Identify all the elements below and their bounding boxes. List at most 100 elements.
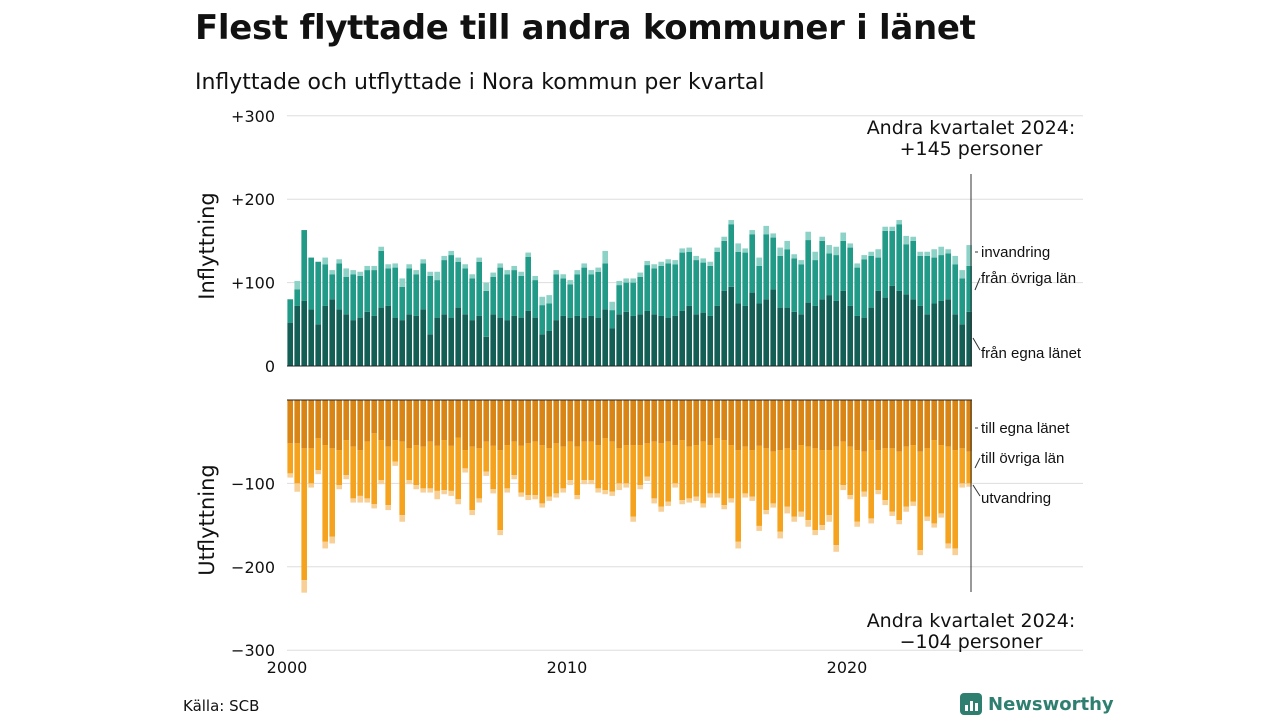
- bar-till-övriga-län: [798, 445, 804, 512]
- bar-till-egna-länet: [672, 400, 678, 446]
- bar-från-egna-länet: [924, 314, 930, 366]
- bar-till-övriga-län: [924, 448, 930, 517]
- bar-utvandring: [371, 504, 377, 509]
- bar-invandring: [532, 275, 538, 281]
- bar-till-egna-länet: [777, 400, 783, 451]
- bar-invandring: [686, 247, 692, 252]
- bar-utvandring: [945, 543, 951, 549]
- bar-invandring: [490, 272, 496, 277]
- bar-från-övriga-län: [882, 230, 888, 298]
- bar-till-övriga-län: [910, 445, 916, 502]
- bar-till-övriga-län: [714, 438, 720, 494]
- bar-från-övriga-län: [714, 251, 720, 306]
- bar-till-egna-länet: [448, 400, 454, 446]
- bar-från-egna-länet: [308, 309, 314, 366]
- bar-till-egna-länet: [630, 400, 636, 446]
- bar-till-övriga-län: [560, 446, 566, 489]
- bar-från-egna-länet: [812, 305, 818, 366]
- bar-till-egna-länet: [896, 400, 902, 452]
- bar-till-övriga-län: [770, 451, 776, 504]
- bar-till-övriga-län: [476, 448, 482, 499]
- bar-utvandring: [560, 488, 566, 493]
- bar-från-övriga-län: [420, 263, 426, 310]
- bar-till-övriga-län: [595, 445, 601, 489]
- bar-till-egna-länet: [693, 400, 699, 446]
- bar-från-övriga-län: [756, 265, 762, 304]
- bar-invandring: [322, 257, 328, 265]
- bar-invandring: [560, 274, 566, 279]
- y-tick-label: −100: [231, 474, 275, 493]
- bar-utvandring: [812, 530, 818, 536]
- bar-invandring: [378, 246, 384, 251]
- bar-till-övriga-län: [385, 446, 391, 506]
- bar-till-övriga-län: [504, 445, 510, 489]
- bar-invandring: [406, 264, 412, 269]
- bar-utvandring: [511, 475, 517, 480]
- bar-från-övriga-län: [840, 240, 846, 291]
- bar-invandring: [931, 249, 937, 258]
- bar-invandring: [413, 270, 419, 275]
- bar-från-egna-länet: [637, 314, 643, 366]
- bar-utvandring: [322, 541, 328, 549]
- bar-utvandring: [952, 548, 958, 556]
- bar-till-egna-länet: [735, 400, 741, 451]
- bar-invandring: [952, 255, 958, 265]
- bar-till-egna-länet: [623, 400, 629, 446]
- bar-från-egna-länet: [742, 305, 748, 366]
- bar-utvandring: [798, 511, 804, 517]
- bar-från-övriga-län: [602, 263, 608, 310]
- y-axis-label-inflyttning: Inflyttning: [195, 192, 219, 299]
- bar-från-egna-länet: [315, 324, 321, 366]
- bar-utvandring: [910, 501, 916, 506]
- bar-till-övriga-län: [854, 450, 860, 522]
- bar-utvandring: [350, 498, 356, 503]
- bar-från-egna-länet: [777, 307, 783, 366]
- bar-utvandring: [490, 489, 496, 494]
- bar-till-övriga-län: [413, 445, 419, 486]
- bar-från-egna-länet: [819, 299, 825, 366]
- bar-utvandring: [700, 503, 706, 508]
- bar-till-egna-länet: [714, 400, 720, 439]
- bar-från-egna-länet: [294, 305, 300, 366]
- bar-utvandring: [546, 496, 552, 501]
- bar-invandring: [945, 249, 951, 254]
- bar-från-övriga-län: [924, 255, 930, 315]
- grid-lines: [287, 115, 1083, 651]
- bar-invandring: [343, 268, 349, 277]
- bar-utvandring: [784, 506, 790, 514]
- bar-invandring: [553, 270, 559, 275]
- bar-från-övriga-län: [364, 270, 370, 312]
- bar-invandring: [735, 243, 741, 252]
- bar-till-egna-länet: [378, 400, 384, 441]
- bar-utvandring: [777, 531, 783, 539]
- bar-invandring: [581, 263, 587, 268]
- annotation-ut-line2: −104 personer: [900, 631, 1043, 653]
- bar-från-övriga-län: [728, 224, 734, 287]
- bar-utvandring: [644, 476, 650, 481]
- x-tick-labels: 2000 2010 2020: [267, 658, 868, 677]
- bar-från-övriga-län: [665, 263, 671, 318]
- bar-invandring: [504, 270, 510, 275]
- bar-utvandring: [427, 488, 433, 493]
- bar-till-egna-länet: [525, 400, 531, 444]
- bar-invandring: [868, 251, 874, 256]
- bar-till-egna-länet: [700, 400, 706, 442]
- bar-utvandring: [343, 475, 349, 480]
- bar-från-egna-länet: [672, 315, 678, 366]
- bar-från-övriga-län: [308, 257, 314, 310]
- bar-till-egna-länet: [707, 400, 713, 446]
- bar-invandring: [476, 257, 482, 262]
- bar-från-övriga-län: [672, 264, 678, 316]
- bar-från-egna-länet: [966, 311, 972, 366]
- bar-utvandring: [833, 545, 839, 552]
- series-label-invandring: invandring: [981, 244, 1050, 261]
- bar-från-egna-länet: [322, 305, 328, 366]
- bar-från-egna-länet: [959, 324, 965, 366]
- bar-invandring: [392, 263, 398, 268]
- bar-från-egna-länet: [931, 303, 937, 366]
- annotation-in-line1: Andra kvartalet 2024:: [867, 117, 1076, 139]
- bar-till-egna-länet: [658, 400, 664, 444]
- bar-från-övriga-län: [938, 255, 944, 301]
- bar-från-egna-länet: [693, 314, 699, 366]
- bar-till-egna-länet: [343, 400, 349, 441]
